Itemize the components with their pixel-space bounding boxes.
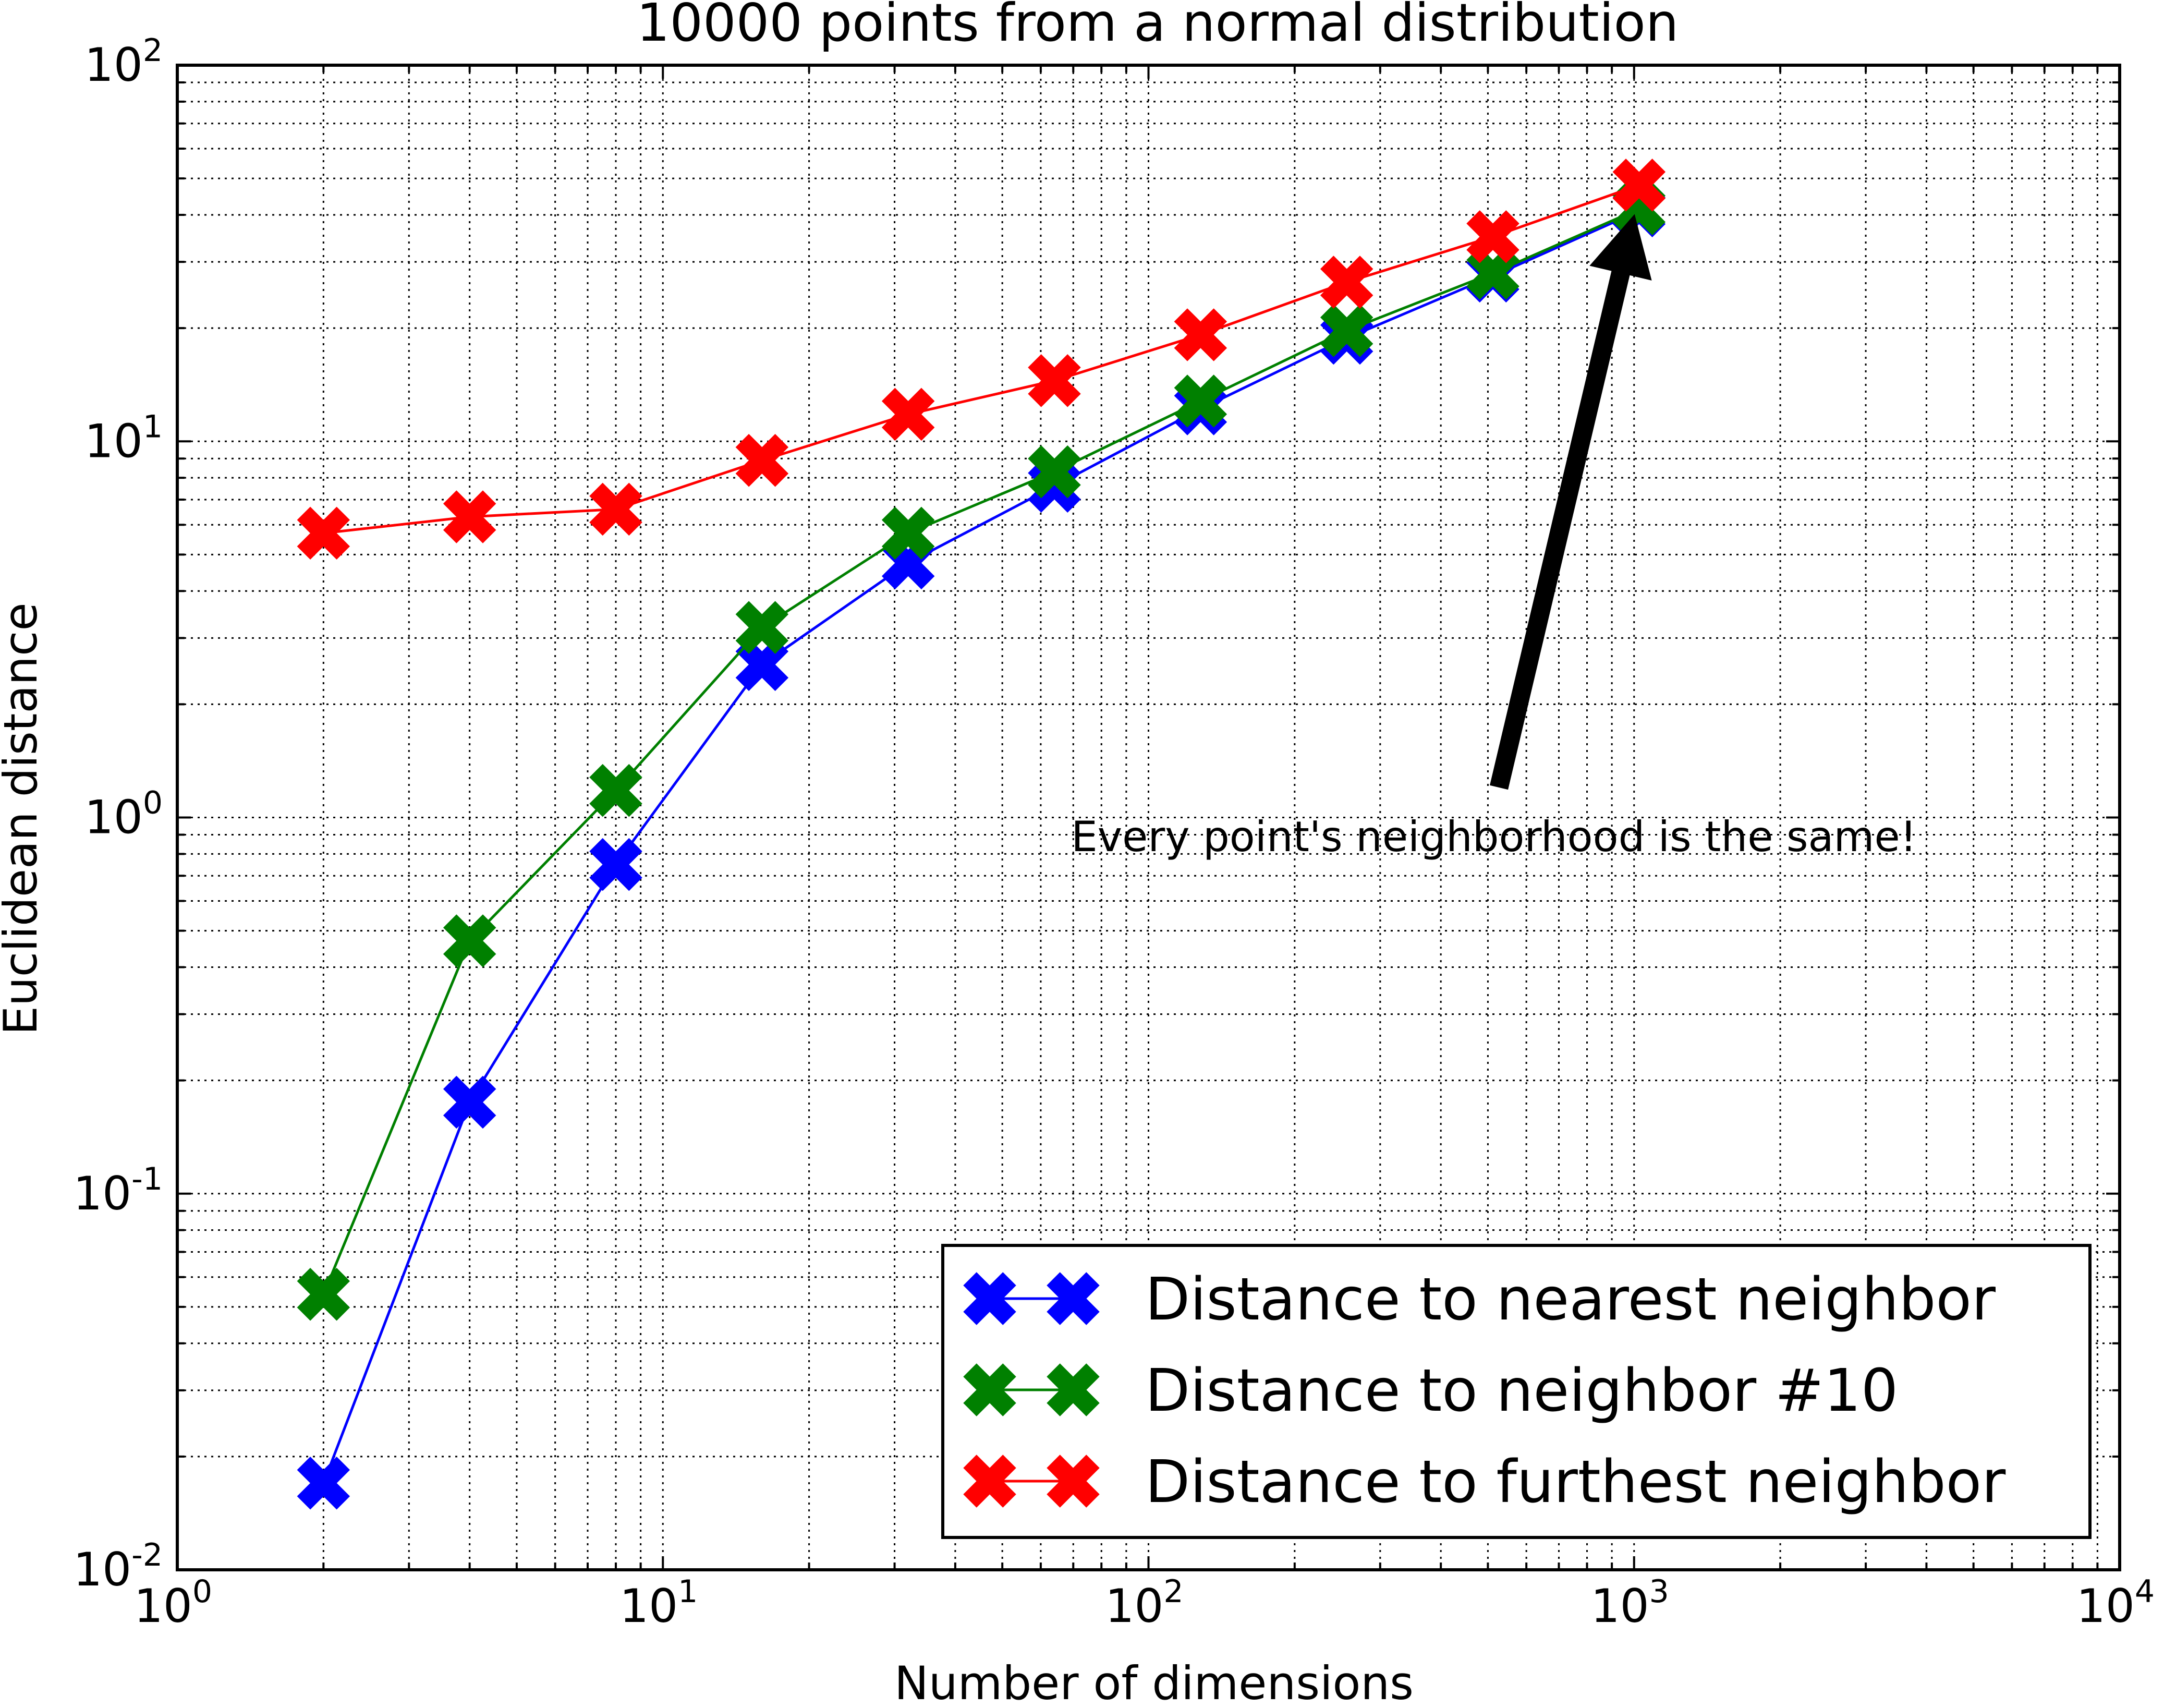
x-tick-label-exponent: 4 — [2135, 1573, 2155, 1610]
legend-marker — [1047, 1272, 1100, 1325]
annotation-arrow — [1490, 214, 1652, 790]
x-tick-label-base: 10 — [134, 1579, 192, 1633]
x-tick-label: 101 — [619, 1573, 698, 1633]
x-axis-label: Number of dimensions — [894, 1656, 1414, 1708]
data-point — [443, 914, 496, 967]
y-tick-label-base: 10 — [73, 1543, 131, 1596]
y-tick-label: 100 — [84, 785, 163, 844]
x-tick-label: 103 — [1591, 1573, 1669, 1633]
y-tick-label-base: 10 — [84, 38, 143, 92]
legend: Distance to nearest neighbor Distance to … — [941, 1244, 2092, 1539]
x-tick-label-exponent: 0 — [192, 1573, 212, 1610]
data-point — [881, 387, 935, 441]
legend-item-1: Distance to nearest neighbor — [963, 1266, 1996, 1334]
legend-box — [941, 1244, 2092, 1539]
data-point — [589, 764, 642, 817]
x-tick-label-base: 10 — [1591, 1579, 1649, 1633]
data-point — [1612, 159, 1666, 212]
data-point — [1320, 256, 1373, 309]
legend-label: Distance to nearest neighbor — [1145, 1266, 1996, 1334]
ticks — [176, 64, 2121, 1571]
data-point — [589, 482, 642, 536]
data-point — [1028, 445, 1081, 499]
series-3 — [297, 159, 1666, 560]
y-tick-label-exponent: -2 — [131, 1537, 163, 1573]
legend-item-2: Distance to neighbor #10 — [963, 1357, 1898, 1425]
x-tick-label-exponent: 2 — [1163, 1573, 1183, 1610]
x-tick-label-exponent: 1 — [678, 1573, 698, 1610]
legend-marker — [1047, 1455, 1100, 1508]
data-point — [297, 1457, 350, 1510]
x-tick-label: 104 — [2076, 1573, 2155, 1633]
chart-title: 10000 points from a normal distribution — [637, 0, 1679, 53]
y-tick-label: 101 — [84, 408, 163, 468]
data-point — [1174, 308, 1227, 361]
y-tick-label: 102 — [84, 32, 163, 92]
data-point — [735, 434, 789, 487]
x-tick-label-base: 10 — [2076, 1579, 2135, 1633]
annotation-text: Every point's neighborhood is the same! — [1071, 813, 1917, 861]
series-line — [322, 209, 1640, 1484]
x-tick-label-base: 10 — [1105, 1579, 1163, 1633]
legend-label: Distance to furthest neighbor — [1145, 1448, 2006, 1516]
x-tick-label-base: 10 — [619, 1579, 678, 1633]
data-point — [1466, 210, 1519, 263]
y-tick-label-exponent: 0 — [143, 785, 163, 821]
annotation: Every point's neighborhood is the same! — [1071, 214, 1917, 861]
data-point — [443, 490, 496, 543]
x-tick-label: 100 — [134, 1573, 212, 1633]
data-point — [443, 1075, 496, 1129]
data-point — [1320, 304, 1373, 357]
data-point — [297, 1268, 350, 1321]
y-tick-label-base: 10 — [84, 414, 143, 468]
legend-marker — [963, 1363, 1016, 1416]
legend-marker — [963, 1455, 1016, 1508]
x-tick-label: 102 — [1105, 1573, 1183, 1633]
data-point — [297, 506, 350, 560]
legend-label: Distance to neighbor #10 — [1145, 1357, 1898, 1425]
data-point — [589, 838, 642, 891]
data-point — [735, 601, 789, 654]
series-line — [322, 208, 1640, 1295]
y-tick-label-exponent: 1 — [143, 408, 163, 445]
data-point — [1028, 354, 1081, 407]
legend-item-3: Distance to furthest neighbor — [963, 1448, 2006, 1516]
y-tick-label-exponent: -1 — [131, 1161, 163, 1197]
legend-marker — [963, 1272, 1016, 1325]
data-point — [1174, 374, 1227, 428]
legend-marker — [1047, 1363, 1100, 1416]
y-tick-label: 10-1 — [73, 1161, 163, 1220]
y-tick-label: 10-2 — [73, 1537, 163, 1596]
series-2 — [297, 182, 1666, 1321]
y-tick-label-base: 10 — [73, 1167, 131, 1220]
y-tick-label-base: 10 — [84, 791, 143, 844]
y-tick-label-exponent: 2 — [143, 32, 163, 69]
series-line — [323, 184, 1640, 535]
data-point — [881, 506, 935, 560]
y-axis-label: Euclidean distance — [0, 602, 47, 1035]
x-tick-label-exponent: 3 — [1649, 1573, 1669, 1610]
series-layer — [297, 159, 1666, 1510]
